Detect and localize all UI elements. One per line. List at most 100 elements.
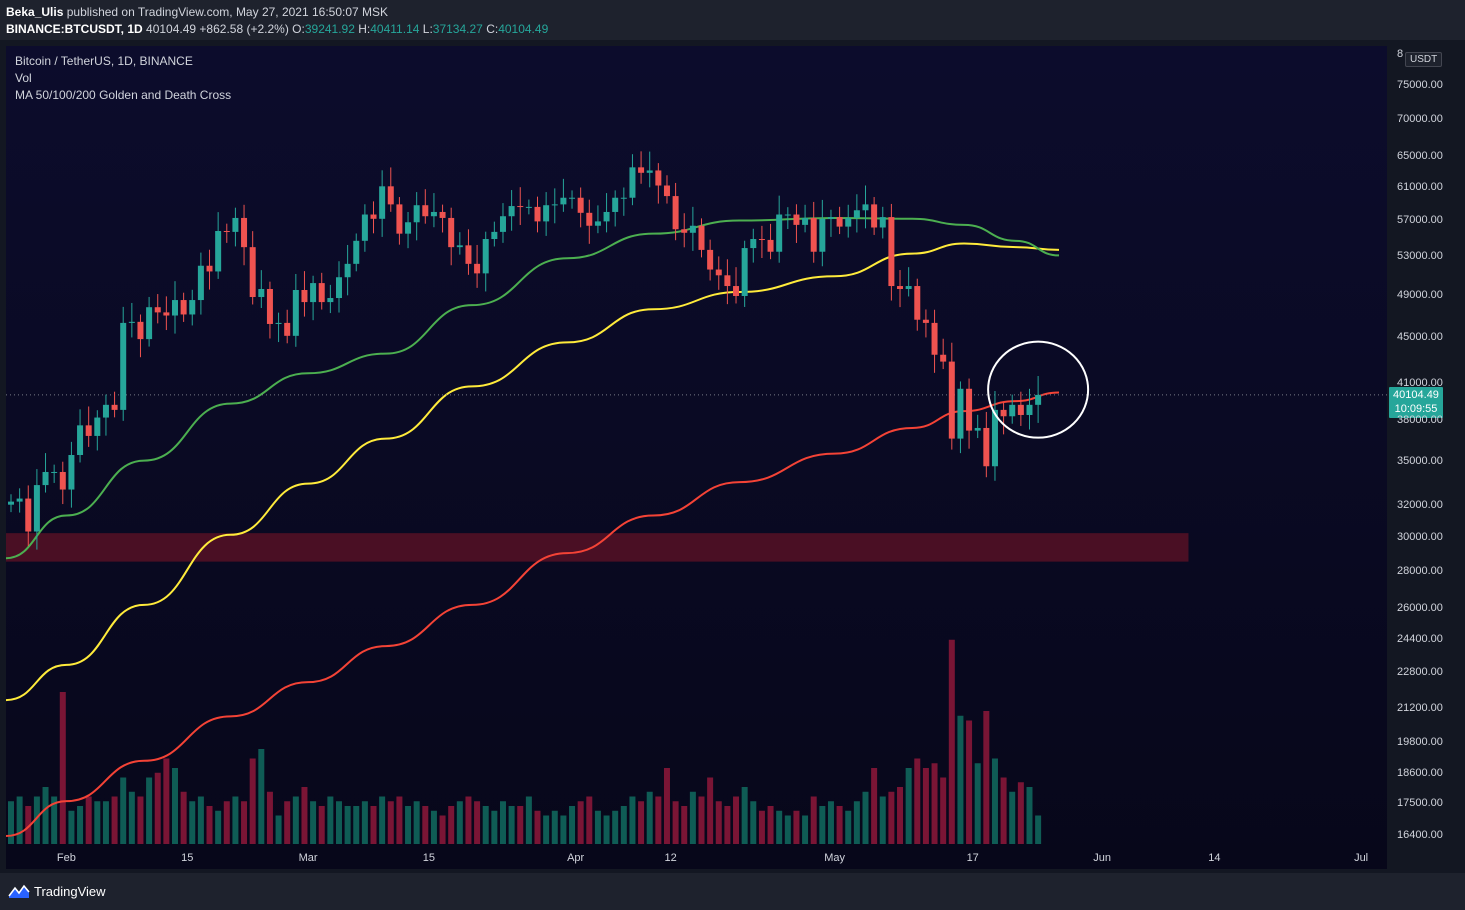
candle-body [525,206,532,208]
candle-body [94,417,101,436]
candle-body [586,212,593,226]
candle-body [594,221,601,226]
volume-bar [335,801,342,844]
time-tick-label: 12 [664,852,677,864]
volume-bar [586,796,593,844]
candle-body [249,247,256,298]
candle-body [931,322,938,355]
volume-bar [223,801,230,844]
time-tick-label: May [824,852,845,864]
volume-bar [327,796,334,844]
volume-bar [784,815,791,844]
volume-bar [733,796,740,844]
candle-body [258,289,265,298]
volume-bar [499,801,506,844]
candle-body [430,211,437,217]
volume-bar [862,791,869,844]
volume-bar [413,801,420,844]
open-value: 39241.92 [304,22,355,36]
candle-body [707,249,714,270]
volume-bar [171,768,178,844]
volume-bar [888,791,895,844]
chart-pane[interactable] [6,46,1387,869]
volume-bar [85,796,92,844]
candle-body [655,170,662,186]
candle-body [534,206,541,222]
volume-bar [879,796,886,844]
candle-body [646,170,653,173]
candle-body [111,404,118,410]
volume-bar [25,806,32,844]
volume-bar [482,806,489,844]
volume-bar [310,801,317,844]
candle-body [491,231,498,240]
price-tick-label: 65000.00 [1397,149,1443,162]
candle-body [387,186,394,205]
volume-bar [318,806,325,844]
candle-body [137,321,144,340]
candle-body [42,471,49,486]
volume-bar [810,796,817,844]
candle-body [620,197,627,199]
candle-body [16,498,23,502]
candle-body [189,300,196,315]
volume-bar [42,787,49,844]
candle-body [335,277,342,299]
volume-bar [931,763,938,844]
candle-body [499,216,506,232]
candle-body [413,205,420,223]
currency-unit-button[interactable]: USDT [1405,52,1443,67]
price-axis[interactable]: 8 USDT 40104.49 10:09:55 75000.00 70000.0… [1387,46,1465,869]
time-tick-label: Mar [298,852,318,864]
candle-body [206,265,213,272]
author-name[interactable]: Beka_Ulis [6,5,64,19]
candle-body [1035,394,1042,405]
candle-body [146,307,153,340]
price-chart[interactable] [6,46,1387,869]
candle-body [802,217,809,225]
footer-bar: TradingView [0,873,1465,910]
ma100-line [6,242,1060,702]
candle-body [741,248,748,297]
candle-body [888,217,895,287]
volume-bar [430,810,437,844]
volume-bar [517,806,524,844]
candle-body [396,204,403,234]
high-value: 40411.14 [370,22,420,36]
volume-bar [353,806,360,844]
candle-body [474,263,481,274]
volume-bar [370,806,377,844]
volume-bar [655,796,662,844]
price-tick-label: 26000.00 [1397,601,1443,614]
time-axis[interactable]: Feb 15 Mar 15 Apr 12 May 17 Jun 14 Jul [6,847,1387,869]
price-tick-label: 45000.00 [1397,331,1443,344]
candle-body [871,204,878,228]
candle-body [681,229,688,233]
candle-body [983,427,990,467]
legend-ma[interactable]: MA 50/100/200 Golden and Death Cross [15,88,232,102]
volume-bar [241,801,248,844]
candle-body [344,263,351,278]
volume-bar [474,801,481,844]
tradingview-brand[interactable]: TradingView [34,884,106,899]
volume-bar [793,810,800,844]
candle-body [85,425,92,436]
volume-bar [620,806,627,844]
candle-body [318,283,325,303]
volume-bar [707,777,714,844]
candle-body [776,214,783,252]
candle-body [223,231,230,233]
volume-bar [249,758,256,844]
volume-bar [405,806,412,844]
legend-volume[interactable]: Vol [15,71,32,85]
publish-text: published on TradingView.com, May 27, 20… [66,5,389,19]
volume-bar [922,768,929,844]
tradingview-logo-icon[interactable] [8,883,30,899]
volume-bar [629,796,636,844]
volume-bar [560,815,567,844]
candle-body [758,239,765,241]
legend-symbol[interactable]: Bitcoin / TetherUS, 1D, BINANCE [15,54,193,68]
volume-bar [491,810,498,844]
volume-bar [594,810,601,844]
candle-body [215,231,222,272]
